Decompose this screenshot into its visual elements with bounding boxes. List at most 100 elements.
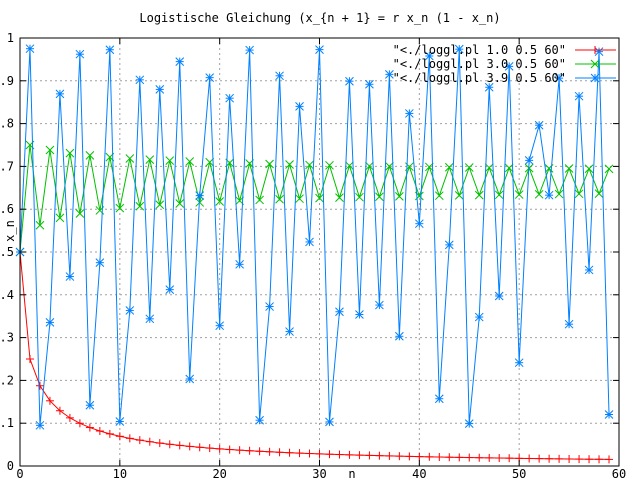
point-marker bbox=[424, 51, 434, 61]
point-marker bbox=[335, 307, 344, 317]
grid bbox=[20, 38, 619, 466]
point-marker bbox=[165, 285, 175, 295]
point-marker bbox=[85, 400, 95, 410]
point-marker bbox=[95, 258, 105, 268]
point-marker bbox=[55, 213, 65, 223]
y-tick-label: 1 bbox=[7, 31, 14, 45]
point-marker bbox=[205, 73, 215, 83]
point-marker bbox=[444, 162, 454, 172]
series-2 bbox=[15, 140, 614, 257]
point-marker bbox=[584, 265, 594, 275]
point-marker bbox=[55, 89, 65, 99]
point-marker bbox=[45, 318, 55, 327]
point-marker bbox=[474, 312, 484, 322]
point-marker bbox=[375, 300, 384, 310]
point-marker bbox=[255, 195, 264, 205]
point-marker bbox=[25, 44, 35, 54]
point-marker bbox=[235, 259, 244, 269]
point-marker bbox=[115, 417, 125, 426]
point-marker bbox=[504, 62, 514, 71]
y-tick-label: 0.9 bbox=[0, 74, 14, 88]
point-marker bbox=[305, 237, 314, 247]
y-tick-label: 0.5 bbox=[0, 245, 14, 259]
y-tick-label: 0 bbox=[7, 459, 14, 473]
point-marker bbox=[175, 199, 185, 208]
point-marker bbox=[564, 164, 574, 173]
point-marker bbox=[484, 163, 494, 173]
point-marker bbox=[125, 306, 135, 315]
point-marker bbox=[285, 160, 294, 169]
x-tick-label: 0 bbox=[16, 467, 23, 480]
point-marker bbox=[135, 201, 145, 211]
point-marker bbox=[125, 154, 135, 163]
point-marker bbox=[385, 162, 394, 171]
point-marker bbox=[355, 310, 364, 319]
point-marker bbox=[215, 321, 225, 331]
point-marker bbox=[305, 160, 314, 170]
point-marker bbox=[464, 419, 474, 428]
point-marker bbox=[195, 191, 205, 200]
point-marker bbox=[454, 191, 464, 200]
point-marker bbox=[45, 145, 55, 155]
point-marker bbox=[564, 319, 574, 329]
point-marker bbox=[494, 291, 504, 301]
point-marker bbox=[534, 189, 544, 199]
point-marker bbox=[434, 394, 444, 404]
point-marker bbox=[554, 73, 564, 83]
point-marker bbox=[315, 45, 324, 54]
point-marker bbox=[385, 69, 394, 79]
x-tick-label: 30 bbox=[312, 467, 326, 480]
point-marker bbox=[594, 189, 604, 198]
point-marker bbox=[404, 109, 414, 118]
point-marker bbox=[395, 331, 404, 341]
point-marker bbox=[175, 57, 185, 66]
series-line bbox=[19, 144, 610, 253]
point-marker bbox=[185, 157, 195, 166]
y-tick-label: 0.2 bbox=[0, 373, 14, 387]
y-tick-label: 0.1 bbox=[0, 416, 14, 430]
point-marker bbox=[454, 44, 464, 54]
y-tick-label: 0.4 bbox=[0, 288, 14, 302]
point-marker bbox=[574, 91, 584, 101]
point-marker bbox=[484, 82, 494, 92]
point-marker bbox=[335, 193, 344, 203]
point-marker bbox=[275, 71, 284, 81]
point-marker bbox=[494, 190, 504, 200]
chart-title: Logistische Gleichung (x_{n + 1} = r x_n… bbox=[139, 11, 500, 25]
point-marker bbox=[414, 219, 424, 229]
point-marker bbox=[584, 164, 594, 174]
point-marker bbox=[265, 159, 274, 169]
point-marker bbox=[135, 75, 145, 85]
point-marker bbox=[295, 102, 304, 111]
point-marker bbox=[35, 420, 45, 430]
point-marker bbox=[325, 417, 334, 427]
series-3 bbox=[15, 44, 614, 430]
point-marker bbox=[504, 163, 514, 173]
legend-label: "<./loggl.pl 3.0 0.5 60" bbox=[393, 57, 566, 71]
x-tick-label: 60 bbox=[612, 467, 626, 480]
series-group bbox=[15, 44, 614, 464]
x-tick-label: 20 bbox=[212, 467, 226, 480]
point-marker bbox=[155, 200, 165, 210]
legend-label: "<./loggl.pl 3.9 0.5 60" bbox=[393, 71, 566, 85]
point-marker bbox=[444, 240, 454, 250]
point-marker bbox=[604, 410, 614, 419]
y-tick-label: 0.8 bbox=[0, 117, 14, 131]
point-marker bbox=[185, 374, 195, 384]
point-marker bbox=[155, 85, 165, 94]
x-axis-label: n bbox=[348, 467, 355, 480]
point-marker bbox=[145, 314, 155, 324]
point-marker bbox=[554, 189, 564, 199]
series-1 bbox=[16, 248, 614, 464]
point-marker bbox=[514, 190, 524, 199]
point-marker bbox=[245, 45, 254, 55]
point-marker bbox=[594, 47, 604, 56]
point-marker bbox=[145, 155, 155, 165]
point-marker bbox=[265, 302, 274, 311]
point-marker bbox=[464, 163, 474, 172]
x-tick-label: 50 bbox=[512, 467, 526, 480]
y-axis-label: x_n bbox=[3, 220, 17, 242]
point-marker bbox=[514, 358, 524, 368]
x-tick-label: 40 bbox=[412, 467, 426, 480]
series-line bbox=[19, 48, 610, 426]
